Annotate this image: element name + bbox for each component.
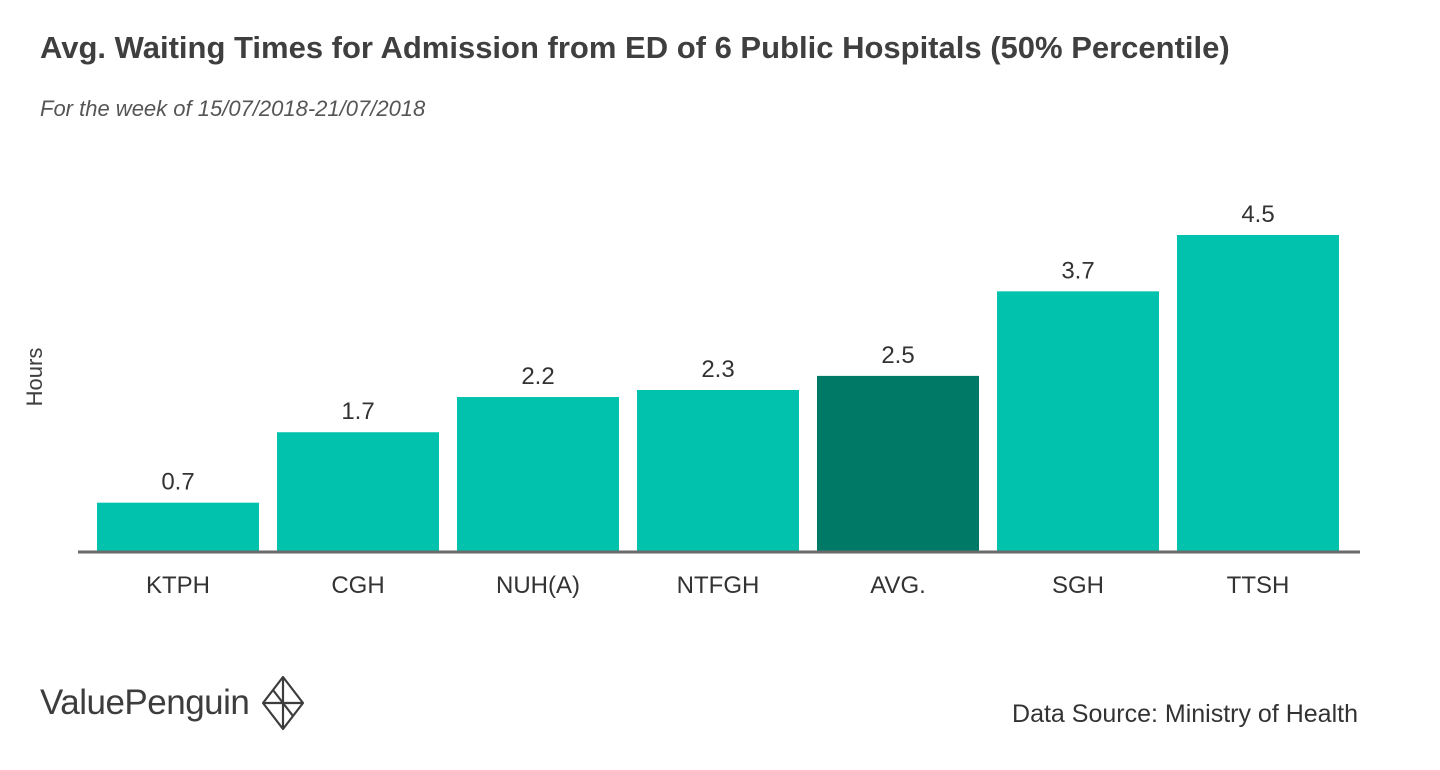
bar-nuh-a <box>457 397 619 552</box>
category-label: NUH(A) <box>496 572 580 599</box>
value-label: 0.7 <box>161 469 194 496</box>
bar-ktph <box>97 502 259 552</box>
brand-name: ValuePenguin <box>40 683 250 722</box>
y-axis-label: Hours <box>22 348 47 407</box>
bar-ttsh <box>1177 235 1339 552</box>
value-label: 1.7 <box>341 398 374 425</box>
value-label: 4.5 <box>1241 201 1274 228</box>
value-label: 2.2 <box>521 363 554 390</box>
bar-avg <box>817 375 979 552</box>
bar-chart: Hours 0.7 KTPH 1.7 CGH 2.2 NUH(A) 2.3 NTFGH 2.5 A… <box>22 201 1360 599</box>
category-label: CGH <box>331 572 384 599</box>
bar-ntfgh <box>637 389 799 552</box>
category-label: TTSH <box>1227 572 1290 599</box>
category-label: SGH <box>1052 572 1104 599</box>
category-label: KTPH <box>146 572 210 599</box>
data-source: Data Source: Ministry of Health <box>1012 700 1358 728</box>
chart-subtitle: For the week of 15/07/2018-21/07/2018 <box>40 96 426 121</box>
bar-cgh <box>277 432 439 552</box>
chart-title: Avg. Waiting Times for Admission from ED… <box>40 30 1230 65</box>
category-label: NTFGH <box>677 572 760 599</box>
category-label: AVG. <box>870 572 926 599</box>
value-label: 3.7 <box>1061 257 1094 284</box>
penguin-logo-icon <box>262 675 305 731</box>
brand-logo: ValuePenguin <box>40 675 305 731</box>
bar-sgh <box>997 291 1159 552</box>
value-label: 2.3 <box>701 356 734 383</box>
value-label: 2.5 <box>881 342 914 369</box>
